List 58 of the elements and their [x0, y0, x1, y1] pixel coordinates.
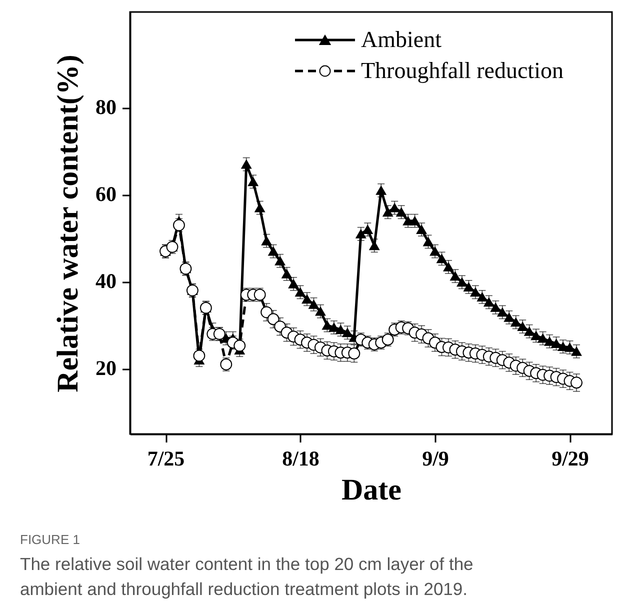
point [504, 312, 514, 322]
point [295, 288, 306, 297]
point [342, 328, 353, 338]
y-tick-label: 40 [96, 269, 116, 294]
x-tick-label: 9/29 [552, 446, 589, 470]
point [356, 229, 366, 238]
point [241, 160, 252, 169]
point [544, 336, 555, 346]
x-tick-label: 9/9 [422, 446, 449, 470]
point [510, 318, 521, 327]
point [456, 278, 468, 287]
point [497, 308, 508, 317]
point [336, 325, 346, 334]
point [389, 203, 400, 212]
x-tick-label: 7/25 [147, 446, 185, 470]
legend-label: Ambient [361, 27, 442, 52]
point [410, 216, 420, 226]
y-tick-label: 60 [96, 182, 116, 206]
point [524, 326, 534, 336]
point [443, 262, 454, 272]
point [571, 346, 582, 356]
point [254, 203, 265, 212]
point [477, 292, 488, 302]
y-axis-title: Relative water content(%) [52, 54, 84, 392]
point [376, 186, 386, 195]
point [436, 254, 447, 264]
point [423, 237, 434, 246]
point [261, 236, 272, 246]
y-tick-label: 20 [96, 356, 116, 380]
caption: FIGURE 1 [20, 532, 80, 547]
point [268, 246, 278, 256]
point [282, 269, 292, 278]
y-tick-label: 80 [96, 95, 116, 120]
point [517, 322, 528, 332]
point [464, 282, 474, 292]
point [274, 256, 286, 266]
point [470, 288, 481, 297]
point [430, 246, 440, 256]
legend-label: Throughfall reduction [361, 58, 564, 83]
point [362, 225, 373, 234]
point [484, 298, 494, 307]
point [288, 279, 299, 288]
point [328, 322, 340, 332]
point [248, 177, 258, 186]
point [551, 339, 562, 348]
point [382, 208, 393, 217]
x-tick-label: 8/18 [282, 446, 320, 470]
point [396, 208, 406, 217]
point [308, 300, 319, 309]
point [322, 320, 332, 330]
x-axis-title: Date [342, 474, 402, 506]
text: The relative soil water content in the top 20 cm layer of the ambient and throughfall reduction treatment plots in 2019. [20, 554, 474, 599]
point [490, 302, 501, 312]
point [450, 272, 460, 281]
point [315, 306, 326, 316]
point [302, 294, 312, 304]
point [538, 334, 548, 343]
point [530, 331, 542, 340]
